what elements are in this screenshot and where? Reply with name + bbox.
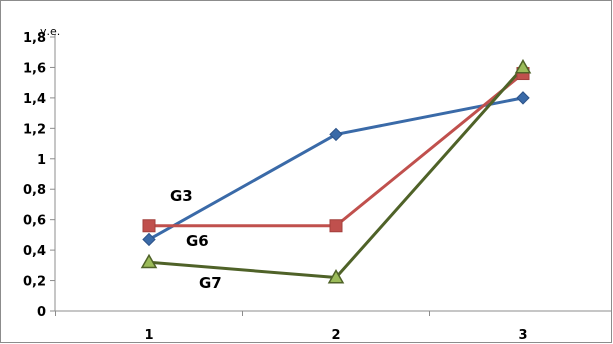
series-label-g3: G3 (170, 187, 193, 205)
data-point-g7 (514, 58, 532, 74)
axes: 0 0,2 0,4 0,6 0,8 1 1,2 1,4 1,6 1,8у.е. 1 2 3 (23, 25, 612, 343)
data-point-g3 (516, 91, 530, 105)
x-tick-label: 2 (331, 328, 340, 343)
y-tick-label: 0 (37, 305, 46, 320)
data-point-g6 (142, 219, 156, 233)
series-labels: G3 G6 G7 (170, 187, 222, 292)
y-tick-label: 0,4 (23, 244, 46, 259)
data-point-g3 (329, 127, 343, 142)
x-tick-label: 1 (144, 328, 153, 343)
x-tick-label: 3 (518, 328, 527, 343)
y-tick-label: 0,8 (23, 183, 46, 198)
y-tick-label: 1,2 (23, 122, 46, 137)
y-tick-label: 1,6 (23, 61, 46, 76)
data-point-g3 (142, 232, 156, 247)
y-axis-label: у.е. (40, 25, 60, 38)
y-tick-label: 0,2 (23, 275, 46, 290)
series-line-g6 (149, 72, 524, 228)
series-label-g6: G6 (186, 232, 209, 250)
data-point-g7 (327, 268, 345, 284)
y-tick-label: 1,4 (23, 92, 46, 107)
series-label-g7: G7 (199, 274, 222, 292)
data-point-g7 (140, 253, 158, 269)
y-tick-label: 0,6 (23, 214, 46, 229)
y-tick-label: 1,8 (23, 31, 46, 46)
series-markers (140, 58, 532, 284)
data-point-g6 (329, 219, 343, 233)
y-tick-label: 1 (37, 153, 46, 168)
